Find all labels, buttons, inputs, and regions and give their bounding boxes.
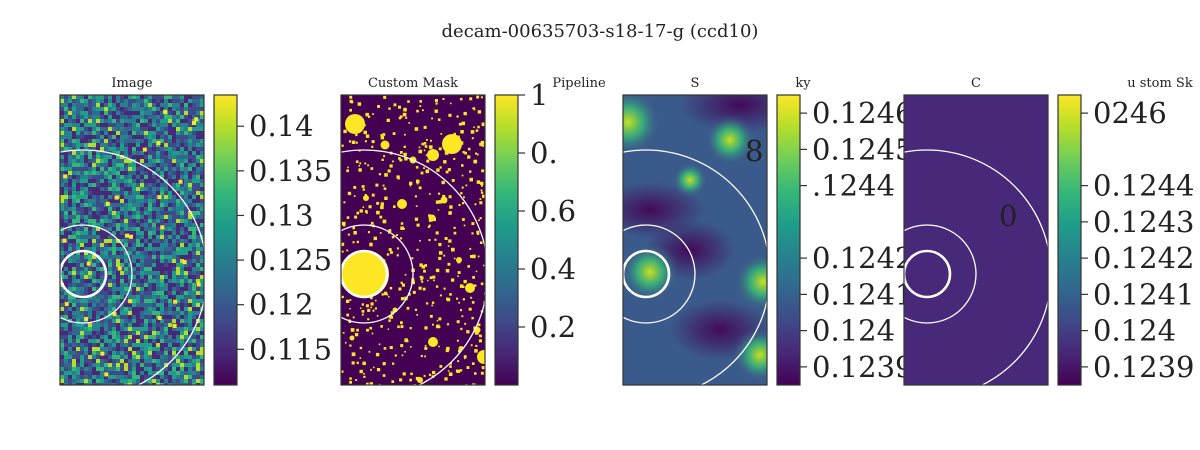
aperture-rings	[60, 149, 204, 385]
overlay-label: 8	[745, 134, 763, 168]
aperture-rings	[904, 149, 1048, 385]
colorbar-tick-label: 0.115	[249, 332, 332, 366]
colorbar-tick-label: 0.135	[249, 154, 332, 188]
colorbar-tick-label: 0.12	[249, 288, 314, 322]
aperture-rings	[623, 149, 767, 385]
figure-title: decam-00635703-s18-17-g (ccd10)	[442, 21, 759, 42]
colorbar-tick-label: 0.1245	[812, 132, 913, 166]
colorbar-tick-label: 0246	[1093, 96, 1167, 130]
panel-image	[623, 95, 767, 385]
colorbar-tick-label: .1244	[812, 169, 895, 203]
colorbar-tick-label: 0.2	[530, 310, 576, 344]
colorbar-tick-label: 0.13	[249, 198, 314, 232]
colorbar-tick-label: 0.1246	[812, 96, 913, 130]
panel-2: Custom Mask 1 0. 0.6 0.4 0.2	[340, 76, 576, 386]
overlay-labels: Pipeline ky 8 u stom Sk 0	[552, 76, 1193, 233]
colorbar-tick-label: 0.6	[530, 194, 576, 228]
panel-title: Image	[111, 76, 153, 91]
colorbar-tick-label: 0.1244	[1093, 169, 1194, 203]
panel-title: C	[971, 76, 981, 91]
colorbar-tick-label: 1	[530, 78, 548, 112]
panel-title: Custom Mask	[368, 76, 458, 91]
colorbar-tick-label: 0.1239	[812, 350, 913, 384]
overlay-label: 0	[999, 199, 1017, 233]
panel-image	[60, 95, 204, 385]
overlay-label: ky	[795, 76, 811, 91]
overlay-label: u stom Sk	[1127, 76, 1193, 91]
colorbar-tick-label: 0.1239	[1093, 350, 1194, 384]
colorbar-tick-label: 0.4	[530, 252, 576, 286]
panel-image	[904, 95, 1048, 385]
colorbar-tick-label: 0.125	[249, 243, 332, 277]
colorbar-tick-label: 0.124	[812, 314, 895, 348]
colorbar-tick-label: 0.	[530, 136, 558, 170]
panel-image	[341, 95, 485, 385]
colorbar-tick-label: 0.14	[249, 109, 314, 143]
overlay-label: Pipeline	[552, 76, 606, 91]
colorbar-tick-label: 0.1243	[1093, 205, 1194, 239]
panel-1: Image 0.14 0.135 0.13 0.125 0.12 0.115	[59, 76, 332, 386]
colorbar-tick-label: 0.1241	[1093, 277, 1194, 311]
panel-title: S	[691, 76, 700, 91]
colorbar-tick-label: 0.1242	[1093, 241, 1194, 275]
colorbar: 0.14 0.135 0.13 0.125 0.12 0.115	[213, 94, 332, 386]
colorbar-tick-label: 0.1241	[812, 277, 913, 311]
aperture-rings	[341, 149, 485, 385]
colorbar-tick-label: 0.1242	[812, 241, 913, 275]
colorbar-tick-label: 0.124	[1093, 314, 1176, 348]
colorbar: 1 0. 0.6 0.4 0.2	[494, 78, 576, 386]
